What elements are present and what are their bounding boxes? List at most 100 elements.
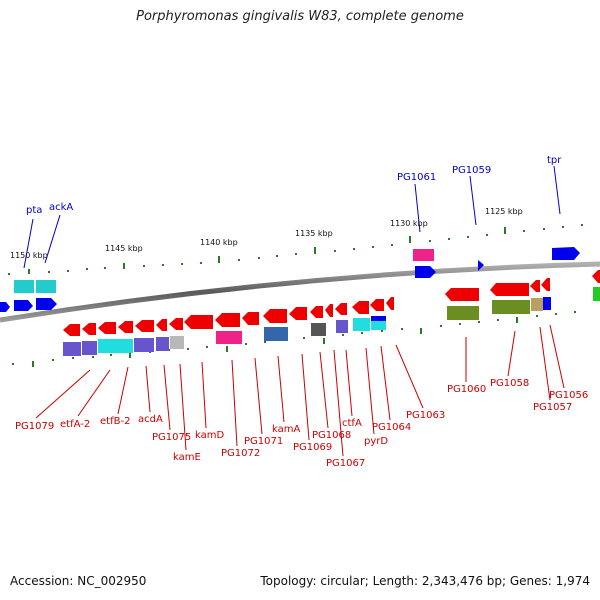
label-pg1059: PG1059 bbox=[452, 165, 491, 176]
label-pg1069: PG1069 bbox=[293, 442, 332, 453]
label-pg1075: PG1075 bbox=[152, 432, 191, 443]
leader-pg1059 bbox=[469, 175, 477, 226]
leader-pg1064 bbox=[380, 345, 391, 421]
leader-pg1072 bbox=[231, 359, 238, 447]
label-pg1068: PG1068 bbox=[312, 430, 351, 441]
label-ctfa: ctfA bbox=[342, 418, 362, 429]
gene-block-purple-2 bbox=[82, 341, 97, 355]
label-pyrd: pyrD bbox=[364, 436, 388, 447]
gene-arrow-red-1 bbox=[63, 324, 80, 336]
reverse-labels: PG1079 etfA-2 etfB-2 acdA PG1075 kamE ka… bbox=[15, 378, 588, 469]
label-kamd: kamD bbox=[195, 430, 224, 441]
scale-label-1125: 1125 kbp bbox=[485, 207, 523, 216]
leader-pg1058 bbox=[507, 330, 516, 377]
gene-block-purple-4 bbox=[156, 337, 169, 351]
label-pg1056: PG1056 bbox=[549, 390, 588, 401]
forward-strand-genes bbox=[0, 247, 600, 312]
gene-arrow-blue-3 bbox=[36, 298, 57, 310]
gene-block-green-right bbox=[593, 287, 600, 301]
gene-block-tan-1 bbox=[531, 298, 543, 311]
label-pg1079: PG1079 bbox=[15, 421, 54, 432]
label-pg1061: PG1061 bbox=[397, 172, 436, 183]
gene-block-darkgray-1 bbox=[311, 323, 326, 336]
label-pg1072: PG1072 bbox=[221, 448, 260, 459]
gene-arrow-red-3 bbox=[98, 322, 116, 334]
gene-block-cyan-2 bbox=[36, 280, 56, 293]
label-pg1063: PG1063 bbox=[406, 410, 445, 421]
leader-kamd bbox=[201, 361, 207, 429]
scale-labels: 1150 kbp 1145 kbp 1140 kbp 1135 kbp 1130… bbox=[10, 207, 523, 260]
scale-label-1145: 1145 kbp bbox=[105, 244, 143, 253]
gene-arrow-red-7 bbox=[169, 318, 183, 330]
leader-pg1056 bbox=[549, 324, 565, 389]
gene-block-gray-1 bbox=[170, 336, 184, 349]
scale-label-1150: 1150 kbp bbox=[10, 251, 48, 260]
gene-arrow-red-13 bbox=[310, 306, 323, 318]
upper-scale-ticks bbox=[8, 224, 583, 275]
gene-arrow-red-19 bbox=[445, 288, 479, 301]
gene-arrow-red-4 bbox=[118, 321, 133, 333]
gene-block-cyan-1 bbox=[14, 280, 34, 293]
gene-arrow-red-5 bbox=[135, 320, 154, 332]
label-acka: ackA bbox=[49, 202, 73, 213]
gene-arrow-blue-2 bbox=[14, 300, 33, 311]
gene-arrow-red-11 bbox=[263, 309, 287, 323]
gene-arrow-red-21 bbox=[530, 280, 540, 292]
genome-summary-text: Topology: circular; Length: 2,343,476 bp… bbox=[260, 574, 590, 588]
leader-pg1079 bbox=[35, 369, 91, 419]
gene-arrow-red-8 bbox=[184, 315, 213, 329]
gene-arrow-blue-pg1059 bbox=[478, 260, 484, 271]
reverse-strand-genes bbox=[63, 270, 600, 356]
gene-block-steel-1 bbox=[264, 327, 288, 341]
gene-arrow-red-22 bbox=[541, 278, 550, 291]
gene-arrow-red-6 bbox=[156, 319, 167, 331]
scale-label-1135: 1135 kbp bbox=[295, 229, 333, 238]
leader-pg1057 bbox=[539, 326, 551, 401]
leader-tpr bbox=[553, 165, 561, 215]
gene-block-pink-pg1061 bbox=[413, 249, 434, 261]
accession-text: Accession: NC_002950 bbox=[10, 574, 147, 588]
label-pg1058: PG1058 bbox=[490, 378, 529, 389]
label-kama: kamA bbox=[272, 424, 300, 435]
gene-block-purple-1 bbox=[63, 342, 81, 356]
label-tpr: tpr bbox=[547, 155, 562, 166]
leader-etfb2 bbox=[117, 366, 129, 415]
gene-arrow-blue-tpr bbox=[552, 247, 580, 260]
label-kame: kamE bbox=[173, 452, 201, 463]
gene-block-olive-2 bbox=[492, 300, 530, 314]
gene-block-blue-1 bbox=[371, 316, 386, 321]
leader-etfa2 bbox=[77, 369, 111, 417]
leader-ctfa bbox=[345, 349, 353, 417]
label-pg1064: PG1064 bbox=[372, 422, 411, 433]
gene-block-purple-3 bbox=[134, 338, 154, 352]
label-acda: acdA bbox=[138, 414, 163, 425]
label-etfa2: etfA-2 bbox=[60, 419, 90, 430]
scale-label-1140: 1140 kbp bbox=[200, 238, 238, 247]
leader-kama bbox=[277, 355, 285, 423]
genome-backbone bbox=[0, 261, 600, 323]
leader-pta bbox=[23, 218, 34, 269]
gene-block-pink-1 bbox=[216, 331, 242, 344]
leader-pyrd bbox=[365, 347, 375, 435]
gene-block-blue-2 bbox=[543, 297, 551, 310]
gene-arrow-red-16 bbox=[352, 301, 369, 314]
label-pg1060: PG1060 bbox=[447, 384, 486, 395]
lower-scale-ticks bbox=[12, 311, 576, 367]
gene-arrow-blue-pg1061 bbox=[415, 266, 436, 278]
scale-label-1130: 1130 kbp bbox=[390, 219, 428, 228]
label-pg1057: PG1057 bbox=[533, 402, 572, 413]
gene-arrow-blue-1 bbox=[0, 302, 10, 312]
label-etfb2: etfB-2 bbox=[100, 416, 130, 427]
leader-pg1067 bbox=[333, 349, 344, 457]
leader-pg1068 bbox=[319, 351, 329, 429]
gene-block-purple-5 bbox=[336, 320, 348, 333]
leader-pg1069 bbox=[301, 353, 310, 441]
gene-arrow-red-10 bbox=[242, 312, 259, 325]
label-pg1071: PG1071 bbox=[244, 436, 283, 447]
gene-block-cyan-4 bbox=[353, 318, 370, 331]
gene-arrow-red-23 bbox=[592, 270, 600, 283]
leader-pg1075 bbox=[163, 364, 171, 431]
gene-arrow-red-15 bbox=[335, 303, 347, 315]
forward-labels bbox=[23, 165, 561, 269]
